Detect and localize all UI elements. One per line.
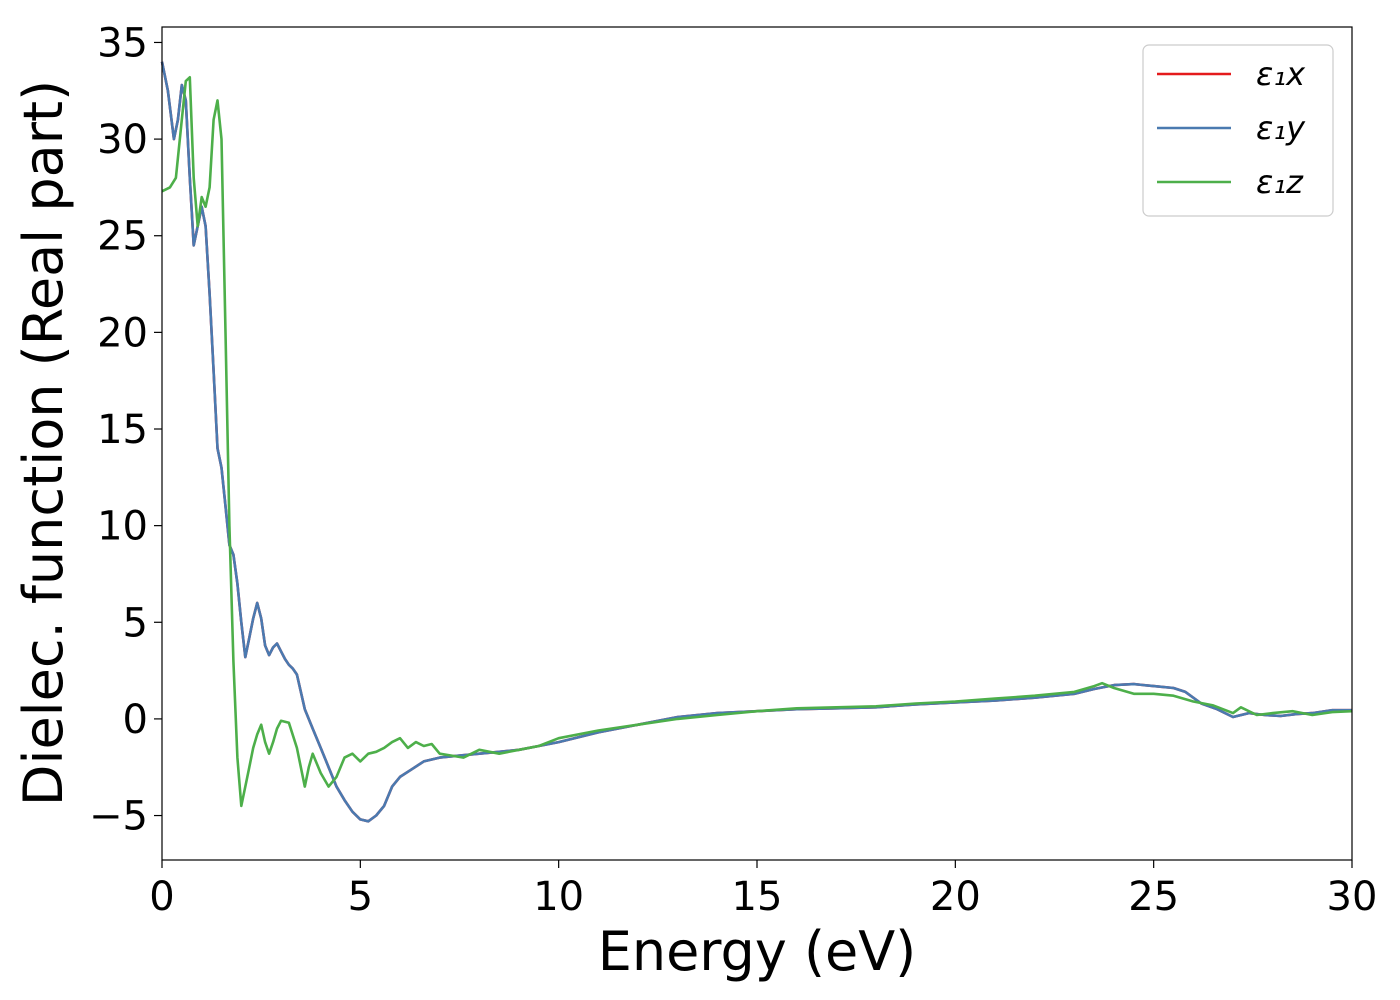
- x-tick-label: 30: [1327, 874, 1378, 920]
- x-tick-label: 0: [149, 874, 174, 920]
- y-tick-label: 35: [97, 20, 148, 66]
- x-tick-label: 25: [1128, 874, 1179, 920]
- legend-label-1: ε₁x: [1256, 55, 1306, 93]
- y-tick-label: 0: [123, 697, 148, 743]
- y-tick-label: 20: [97, 310, 148, 356]
- legend-box: [1142, 44, 1334, 217]
- legend-label-2: ε₁y: [1256, 109, 1306, 147]
- y-tick-label: 5: [123, 600, 148, 646]
- series-layer: [160, 61, 1353, 823]
- y-tick-label: −5: [89, 794, 148, 840]
- series-line-3: [161, 76, 1353, 808]
- legend-label-3: ε₁z: [1256, 163, 1304, 201]
- y-ticks: −5 0 5 10 15 20 25 30 35: [89, 20, 162, 840]
- legend: ε₁x ε₁y ε₁z: [1142, 44, 1334, 217]
- y-tick-label: 25: [97, 214, 148, 260]
- y-tick-label: 15: [97, 407, 148, 453]
- y-tick-label: 30: [97, 117, 148, 163]
- x-tick-label: 10: [533, 874, 584, 920]
- x-axis-title: Energy (eV): [598, 920, 917, 983]
- y-tick-label: 10: [97, 504, 148, 550]
- x-tick-label: 20: [930, 874, 981, 920]
- y-axis-title: Dielec. function (Real part): [12, 80, 75, 806]
- x-tick-label: 5: [348, 874, 373, 920]
- x-ticks: 0 5 10 15 20 25 30: [149, 860, 1377, 920]
- x-tick-label: 15: [732, 874, 783, 920]
- series-line-2: [160, 61, 1352, 823]
